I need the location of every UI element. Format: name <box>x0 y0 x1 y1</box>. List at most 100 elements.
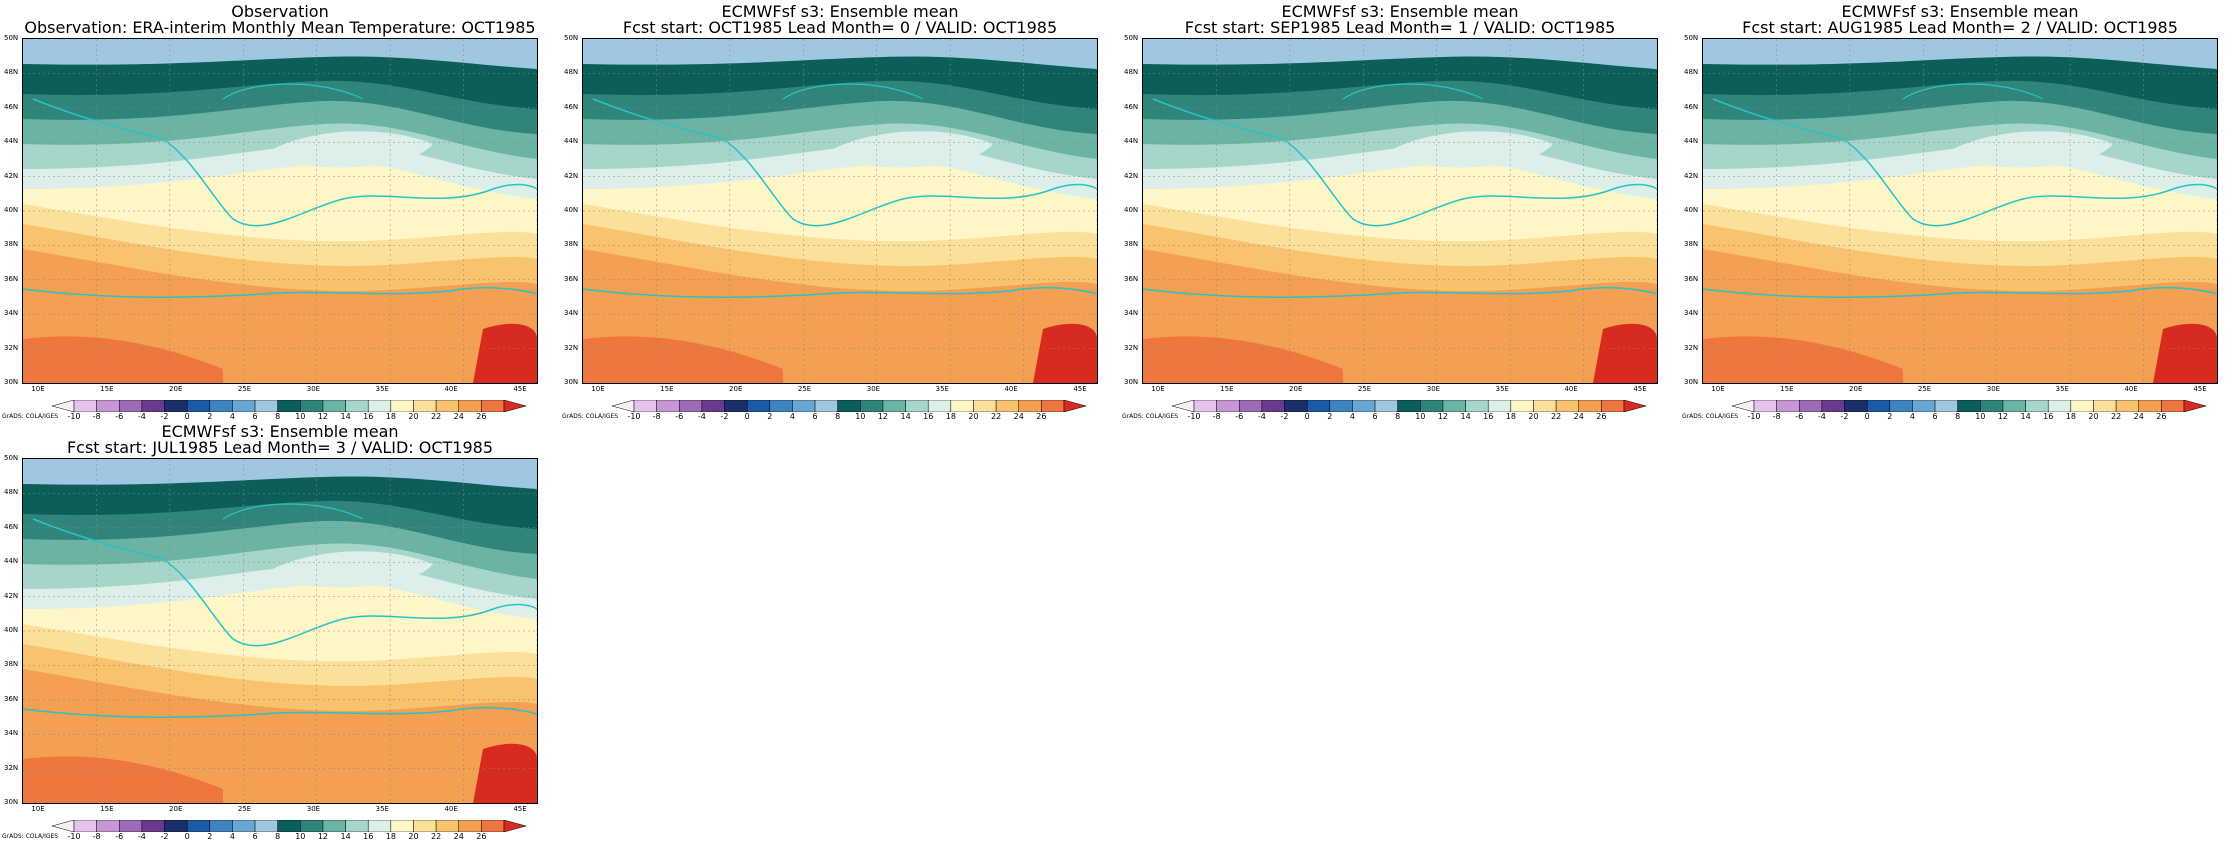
y-tick-label: 44N <box>1124 137 1139 146</box>
panel-subtitle: Observation: ERA-interim Monthly Mean Te… <box>24 18 536 37</box>
colorbar-tick-label: 20 <box>2088 412 2099 421</box>
colorbar-tick-label: -2 <box>720 412 729 421</box>
panel-subtitle: Fcst start: AUG1985 Lead Month= 2 / VALI… <box>1742 18 2178 37</box>
panel-subtitle: Fcst start: JUL1985 Lead Month= 3 / VALI… <box>66 438 494 457</box>
y-tick-label: 40N <box>564 206 579 214</box>
y-tick-label: 48N <box>1684 68 1699 77</box>
y-tick-label: 40N <box>4 206 19 214</box>
colorbar <box>1172 400 1646 412</box>
colorbar-tick-label: 8 <box>1955 412 1961 421</box>
colorbar-tick-label: 22 <box>2111 412 2122 421</box>
map-panel: ECMWFsf s3: Ensemble mean Fcst start: SEP… <box>1120 0 1680 421</box>
y-tick-label: 38N <box>1124 240 1139 249</box>
y-tick-label: 36N <box>564 274 579 283</box>
colorbar-tick-label: 20 <box>408 412 419 421</box>
colorbar-tick-label: 8 <box>1395 412 1401 421</box>
colorbar-tick-label: -6 <box>675 412 684 421</box>
map-panel: ECMWFsf s3: Ensemble mean Fcst start: JUL… <box>0 420 560 841</box>
x-tick-label: 30E <box>1426 385 1441 393</box>
x-tick-label: 10E <box>1711 385 1725 393</box>
colorbar-tick-label: -10 <box>627 412 641 421</box>
colorbar-tick-label: 0 <box>744 412 750 421</box>
colorbar-tick-label: 18 <box>945 412 956 421</box>
colorbar-tick-label: 18 <box>385 412 396 421</box>
colorbar-tick-label: -6 <box>115 412 124 421</box>
colorbar-tick-label: 22 <box>431 832 442 841</box>
grads-credit: GrADS: COLA/IGES <box>2 833 59 840</box>
colorbar-tick-label: 8 <box>275 412 281 421</box>
map-plot <box>22 38 538 384</box>
colorbar-tick-label: 2 <box>1327 412 1333 421</box>
x-tick-label: 25E <box>237 385 252 393</box>
colorbar-tick-label: 12 <box>317 832 329 841</box>
colorbar-tick-label: 2 <box>767 412 773 421</box>
x-tick-label: 25E <box>797 385 812 393</box>
y-tick-label: 40N <box>4 626 19 634</box>
colorbar-tick-label: 14 <box>1460 412 1471 421</box>
y-tick-label: 40N <box>1124 206 1139 214</box>
y-tick-label: 44N <box>4 557 19 566</box>
x-tick-label: 20E <box>169 805 183 813</box>
map-panel: Observation Observation: ERA-interim Mont… <box>0 0 560 421</box>
colorbar-tick-label: -8 <box>92 412 101 421</box>
y-tick-label: 36N <box>4 274 19 283</box>
map-plot <box>1142 38 1658 384</box>
temperature-field <box>23 39 537 383</box>
colorbar-tick-label: -4 <box>137 412 146 421</box>
colorbar <box>52 820 526 832</box>
colorbar-tick-label: 14 <box>900 412 911 421</box>
colorbar-tick-label: 0 <box>1304 412 1310 421</box>
colorbar-tick-label: 8 <box>275 832 281 841</box>
y-tick-label: 30N <box>4 378 19 386</box>
colorbar-tick-label: 18 <box>2065 412 2076 421</box>
panel-title: ECMWFsf s3: Ensemble mean <box>161 422 399 441</box>
x-tick-label: 40E <box>1004 385 1018 393</box>
y-tick-label: 34N <box>1124 309 1139 318</box>
colorbar-tick-label: 10 <box>295 412 306 421</box>
colorbar-tick-label: -6 <box>115 832 124 841</box>
colorbar-tick-label: 2 <box>207 832 213 841</box>
y-tick-label: 34N <box>4 729 19 738</box>
colorbar <box>1732 400 2206 412</box>
colorbar-tick-label: 6 <box>1932 412 1938 421</box>
y-tick-label: 48N <box>4 68 19 77</box>
colorbar-tick-label: -8 <box>92 832 101 841</box>
colorbar-tick-label: 10 <box>855 412 866 421</box>
y-tick-label: 48N <box>1124 68 1139 77</box>
x-tick-label: 35E <box>375 805 389 813</box>
colorbar-tick-label: 14 <box>340 832 351 841</box>
colorbar-tick-label: 26 <box>476 412 487 421</box>
colorbar-tick-label: 26 <box>2156 412 2167 421</box>
x-tick-label: 40E <box>2124 385 2138 393</box>
x-tick-label: 20E <box>729 385 743 393</box>
y-tick-label: 36N <box>4 694 19 703</box>
y-tick-label: 38N <box>1684 240 1699 249</box>
x-tick-label: 25E <box>1917 385 1932 393</box>
y-tick-label: 46N <box>564 102 579 111</box>
x-tick-label: 30E <box>306 805 321 813</box>
colorbar-tick-label: 4 <box>789 412 795 421</box>
colorbar-tick-label: 22 <box>991 412 1002 421</box>
temperature-field <box>23 459 537 803</box>
x-tick-label: 20E <box>1289 385 1303 393</box>
x-tick-label: 35E <box>375 385 389 393</box>
temperature-field <box>1703 39 2217 383</box>
grads-credit: GrADS: COLA/IGES <box>562 413 619 420</box>
y-tick-label: 30N <box>4 798 19 806</box>
colorbar-tick-label: 4 <box>229 832 235 841</box>
grads-credit: GrADS: COLA/IGES <box>1682 413 1739 420</box>
colorbar-tick-label: -6 <box>1795 412 1804 421</box>
colorbar-tick-label: -6 <box>1235 412 1244 421</box>
colorbar-tick-label: 24 <box>453 832 464 841</box>
colorbar <box>52 400 526 412</box>
colorbar-tick-label: -4 <box>697 412 706 421</box>
colorbar-tick-label: 10 <box>1975 412 1986 421</box>
y-tick-label: 36N <box>1684 274 1699 283</box>
x-tick-label: 40E <box>444 805 458 813</box>
y-tick-label: 48N <box>564 68 579 77</box>
colorbar-tick-label: 24 <box>1573 412 1584 421</box>
colorbar-tick-label: 20 <box>968 412 979 421</box>
x-tick-label: 40E <box>444 385 458 393</box>
map-panel: ECMWFsf s3: Ensemble mean Fcst start: OCT… <box>560 0 1120 421</box>
x-tick-label: 45E <box>513 385 527 393</box>
